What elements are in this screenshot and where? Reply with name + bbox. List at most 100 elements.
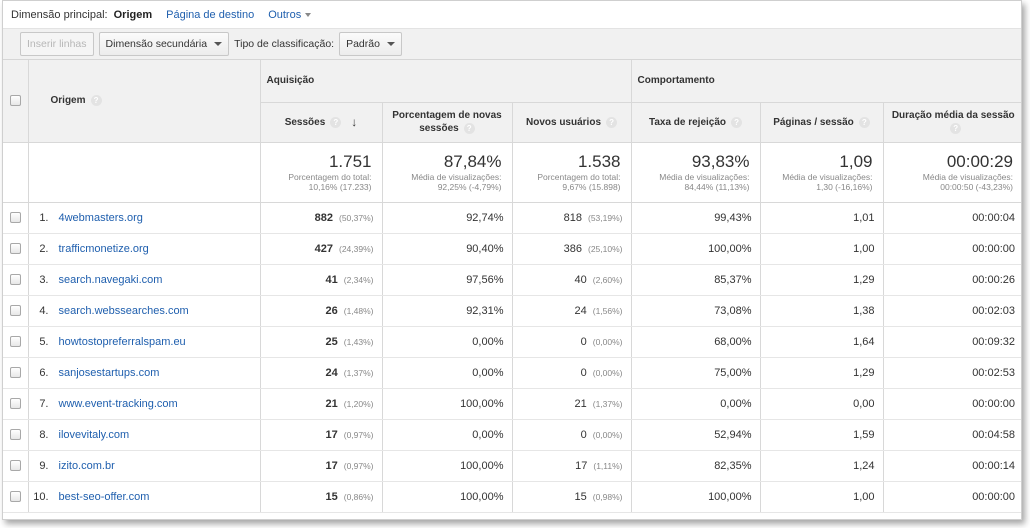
avg-session-duration-cell: 00:04:58: [882, 419, 1021, 451]
new-users-cell: 0 (0,00%): [511, 357, 631, 389]
total-sub-value: 00:00:50 (-43,23%): [940, 182, 1014, 192]
row-checkbox[interactable]: [9, 274, 21, 286]
sort-type-dropdown[interactable]: Padrão: [339, 32, 402, 56]
new-users-percent: (0,00%): [592, 336, 623, 347]
sessions-percent: (24,39%): [339, 243, 374, 254]
new-users-percent: (0,00%): [592, 429, 623, 440]
row-checkbox[interactable]: [9, 491, 21, 503]
new-users-column-header[interactable]: Novos usuários?: [511, 102, 631, 143]
avg-session-duration-column-header[interactable]: Duração média da sessão?: [882, 102, 1021, 143]
new-sessions-cell: 100,00%: [381, 481, 512, 513]
total-sub-value: 1,30 (-16,16%): [816, 182, 873, 192]
row-index: 1.: [39, 211, 49, 224]
avg-session-duration-cell: 00:00:00: [882, 388, 1021, 420]
row-checkbox[interactable]: [9, 429, 21, 441]
pages-per-session-cell: 1,64: [759, 326, 883, 358]
total-avg-session-duration: 00:00:29 Média de visualizações: 00:00:5…: [882, 142, 1021, 203]
new-sessions-column-header[interactable]: Porcentagem de novas sessões?: [381, 102, 512, 143]
primary-dimension-bar: Dimensão principal: Origem Página de des…: [3, 1, 1021, 28]
avg-session-duration-cell: 00:00:00: [882, 233, 1021, 265]
sessions-value: 25: [325, 335, 338, 348]
chevron-down-icon: [386, 42, 395, 46]
sessions-cell: 26 (1,48%): [259, 295, 382, 327]
new-sessions-cell: 92,74%: [381, 202, 512, 234]
total-value: 1.538: [577, 152, 621, 171]
total-sub-label: Média de visualizações:: [922, 172, 1014, 182]
bounce-rate-cell: 75,00%: [630, 357, 760, 389]
dimension-landing-page-link[interactable]: Página de destino: [166, 8, 255, 21]
sessions-header-label: Sessões: [284, 116, 326, 128]
source-link[interactable]: howtostopreferralspam.eu: [58, 335, 186, 348]
origin-column-header[interactable]: Origem?: [28, 60, 260, 143]
help-icon[interactable]: ?: [90, 95, 102, 107]
dimension-others-dropdown[interactable]: Outros: [268, 9, 312, 21]
avg-session-duration-cell: 00:00:04: [882, 202, 1021, 234]
pages-per-session-cell: 1,29: [759, 357, 883, 389]
new-sessions-cell: 100,00%: [381, 388, 512, 420]
help-icon[interactable]: ?: [731, 116, 743, 128]
new-users-percent: (1,11%): [593, 460, 623, 471]
row-index: 3.: [39, 273, 49, 286]
sessions-percent: (0,86%): [343, 491, 374, 502]
acquisition-group-header: Aquisição: [259, 60, 631, 103]
new-users-cell: 15 (0,98%): [511, 481, 631, 513]
sessions-value: 24: [325, 366, 338, 379]
row-checkbox[interactable]: [9, 243, 21, 255]
source-link[interactable]: ilovevitaly.com: [58, 428, 130, 441]
insert-rows-button[interactable]: Inserir linhas: [20, 32, 94, 56]
source-link[interactable]: izito.com.br: [58, 459, 115, 472]
sessions-column-header[interactable]: Sessões? ↓: [259, 102, 382, 143]
row-checkbox[interactable]: [9, 305, 21, 317]
row-checkbox[interactable]: [9, 212, 21, 224]
row-checkbox[interactable]: [9, 460, 21, 472]
sessions-cell: 882 (50,37%): [259, 202, 382, 234]
source-link[interactable]: www.event-tracking.com: [58, 397, 178, 410]
dimension-origem-active[interactable]: Origem: [113, 8, 153, 21]
help-icon[interactable]: ?: [950, 122, 962, 134]
sort-descending-icon[interactable]: ↓: [351, 114, 358, 129]
bounce-rate-column-header[interactable]: Taxa de rejeição?: [630, 102, 760, 143]
row-index: 4.: [39, 304, 49, 317]
new-users-percent: (53,19%): [588, 212, 623, 223]
new-sessions-cell: 0,00%: [381, 419, 512, 451]
new-users-value: 386: [563, 242, 582, 255]
select-all-checkbox[interactable]: [9, 95, 21, 107]
source-link[interactable]: search.webssearches.com: [58, 304, 189, 317]
source-link[interactable]: sanjosestartups.com: [58, 366, 160, 379]
new-users-value: 21: [574, 397, 587, 410]
pages-per-session-cell: 1,24: [759, 450, 883, 482]
table-row: 10. best-seo-offer.com 15 (0,86%) 100,00%…: [3, 481, 1021, 513]
source-link[interactable]: trafficmonetize.org: [58, 242, 149, 255]
total-sub-value: 10,16% (17.233): [308, 182, 372, 192]
new-users-value: 0: [580, 335, 587, 348]
row-checkbox[interactable]: [9, 367, 21, 379]
sessions-value: 26: [325, 304, 338, 317]
sort-type-label: Tipo de classificação:: [234, 38, 335, 50]
avg-session-duration-cell: 00:09:32: [882, 326, 1021, 358]
pages-per-session-cell: 1,00: [759, 233, 883, 265]
source-link[interactable]: 4webmasters.org: [58, 211, 143, 224]
bounce-rate-header-label: Taxa de rejeição: [648, 116, 727, 128]
total-sub-value: 9,67% (15.898): [562, 182, 621, 192]
sessions-cell: 25 (1,43%): [259, 326, 382, 358]
help-icon[interactable]: ?: [463, 122, 475, 134]
new-users-cell: 818 (53,19%): [511, 202, 631, 234]
sessions-percent: (1,20%): [343, 398, 374, 409]
new-users-value: 0: [580, 428, 587, 441]
source-link[interactable]: best-seo-offer.com: [58, 490, 150, 503]
help-icon[interactable]: ?: [606, 116, 618, 128]
avg-session-duration-cell: 00:00:14: [882, 450, 1021, 482]
new-users-percent: (2,60%): [592, 274, 623, 285]
row-checkbox[interactable]: [9, 398, 21, 410]
row-index: 10.: [33, 490, 49, 503]
sessions-percent: (1,37%): [343, 367, 374, 378]
pages-per-session-column-header[interactable]: Páginas / sessão?: [759, 102, 883, 143]
secondary-dimension-dropdown[interactable]: Dimensão secundária: [98, 32, 230, 56]
help-icon[interactable]: ?: [330, 116, 342, 128]
table-row: 5. howtostopreferralspam.eu 25 (1,43%) 0,…: [3, 326, 1021, 358]
source-link[interactable]: search.navegaki.com: [58, 273, 163, 286]
primary-dimension-label: Dimensão principal:: [11, 8, 108, 21]
row-checkbox[interactable]: [9, 336, 21, 348]
pages-per-session-cell: 1,00: [759, 481, 883, 513]
help-icon[interactable]: ?: [858, 116, 870, 128]
